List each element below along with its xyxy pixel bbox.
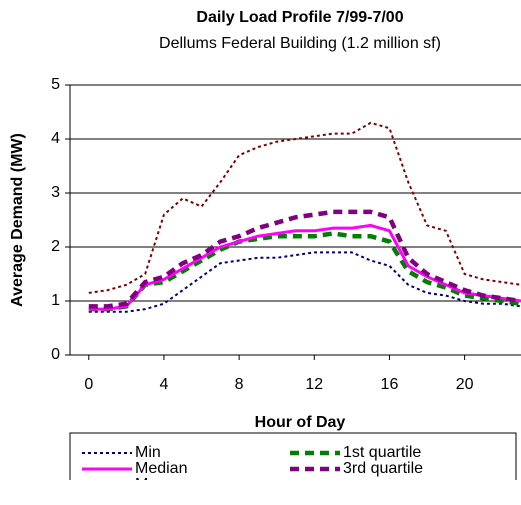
y-tick-label: 4 [51,130,60,147]
y-tick-label: 0 [51,346,60,363]
legend: Min 1st quartile Median 3rd quartile Max [69,432,517,493]
legend-label: 3rd quartile [343,460,423,477]
x-axis-label: Hour of Day [255,414,346,431]
series-line [88,121,521,294]
y-tick-label: 5 [51,76,60,93]
series-line [88,209,521,309]
x-tick-label: 20 [456,376,474,393]
chart-title: Daily Load Profile 7/99-7/00 [196,9,403,26]
series-line [88,223,521,311]
x-tick-label: 8 [235,376,244,393]
chart-subtitle: Dellums Federal Building (1.2 million sf… [159,35,441,52]
y-tick-label: 1 [51,292,60,309]
legend-label: Min [135,444,161,461]
x-tick-label: 16 [381,376,399,393]
legend-box [69,432,517,480]
legend-label: Median [135,460,187,477]
legend-label: 1st quartile [343,444,421,461]
x-tick-label: 0 [84,376,93,393]
series-line [88,231,521,312]
x-tick-label: 12 [305,376,323,393]
x-tick-label: 4 [160,376,169,393]
y-tick-label: 3 [51,184,60,201]
series-line [88,251,521,313]
y-tick-label: 2 [51,238,60,255]
y-axis-label: Average Demand (MW) [9,133,26,307]
legend-label: Max [135,476,165,493]
